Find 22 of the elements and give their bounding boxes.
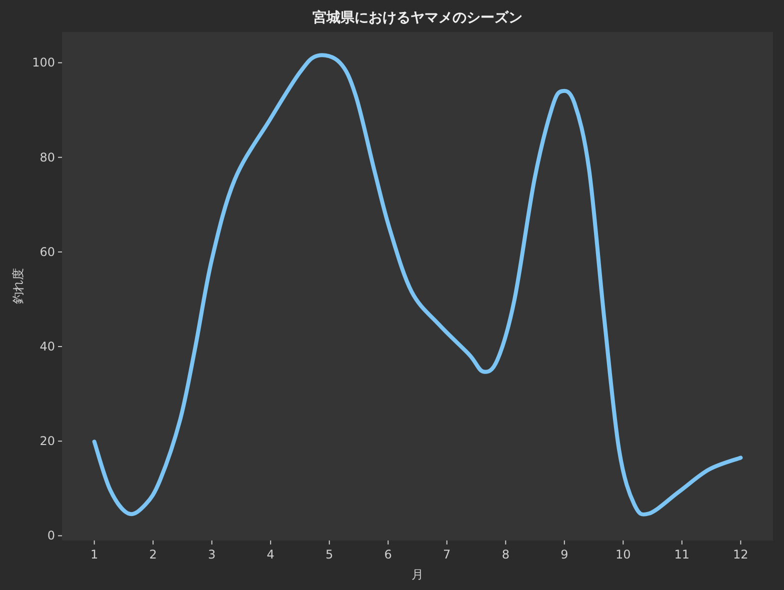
y-tick-label: 20 bbox=[40, 434, 55, 448]
x-tick-label: 7 bbox=[443, 547, 451, 562]
x-tick-label: 8 bbox=[502, 547, 510, 562]
x-tick-label: 3 bbox=[208, 547, 216, 562]
y-tick-label: 0 bbox=[47, 528, 55, 543]
y-tick-label: 40 bbox=[40, 340, 55, 354]
line-series bbox=[92, 53, 743, 516]
x-tick-label: 11 bbox=[674, 547, 690, 562]
y-tick-label: 60 bbox=[40, 244, 55, 259]
x-tick-label: 4 bbox=[266, 547, 274, 562]
x-tick-label: 1 bbox=[90, 547, 98, 562]
y-tick-label: 80 bbox=[40, 150, 55, 164]
chart-title: 宮城県におけるヤマメのシーズン bbox=[312, 9, 522, 26]
x-tick-label: 10 bbox=[616, 547, 631, 562]
x-tick-label: 12 bbox=[733, 547, 748, 562]
x-tick-label: 6 bbox=[384, 547, 392, 562]
y-axis-title: 釣れ度 bbox=[11, 268, 25, 304]
x-tick-label: 9 bbox=[560, 547, 568, 562]
x-axis-title: 月 bbox=[412, 567, 424, 582]
y-tick-label: 100 bbox=[32, 56, 55, 70]
x-tick-label: 5 bbox=[326, 547, 334, 562]
x-tick-label: 2 bbox=[149, 547, 157, 562]
